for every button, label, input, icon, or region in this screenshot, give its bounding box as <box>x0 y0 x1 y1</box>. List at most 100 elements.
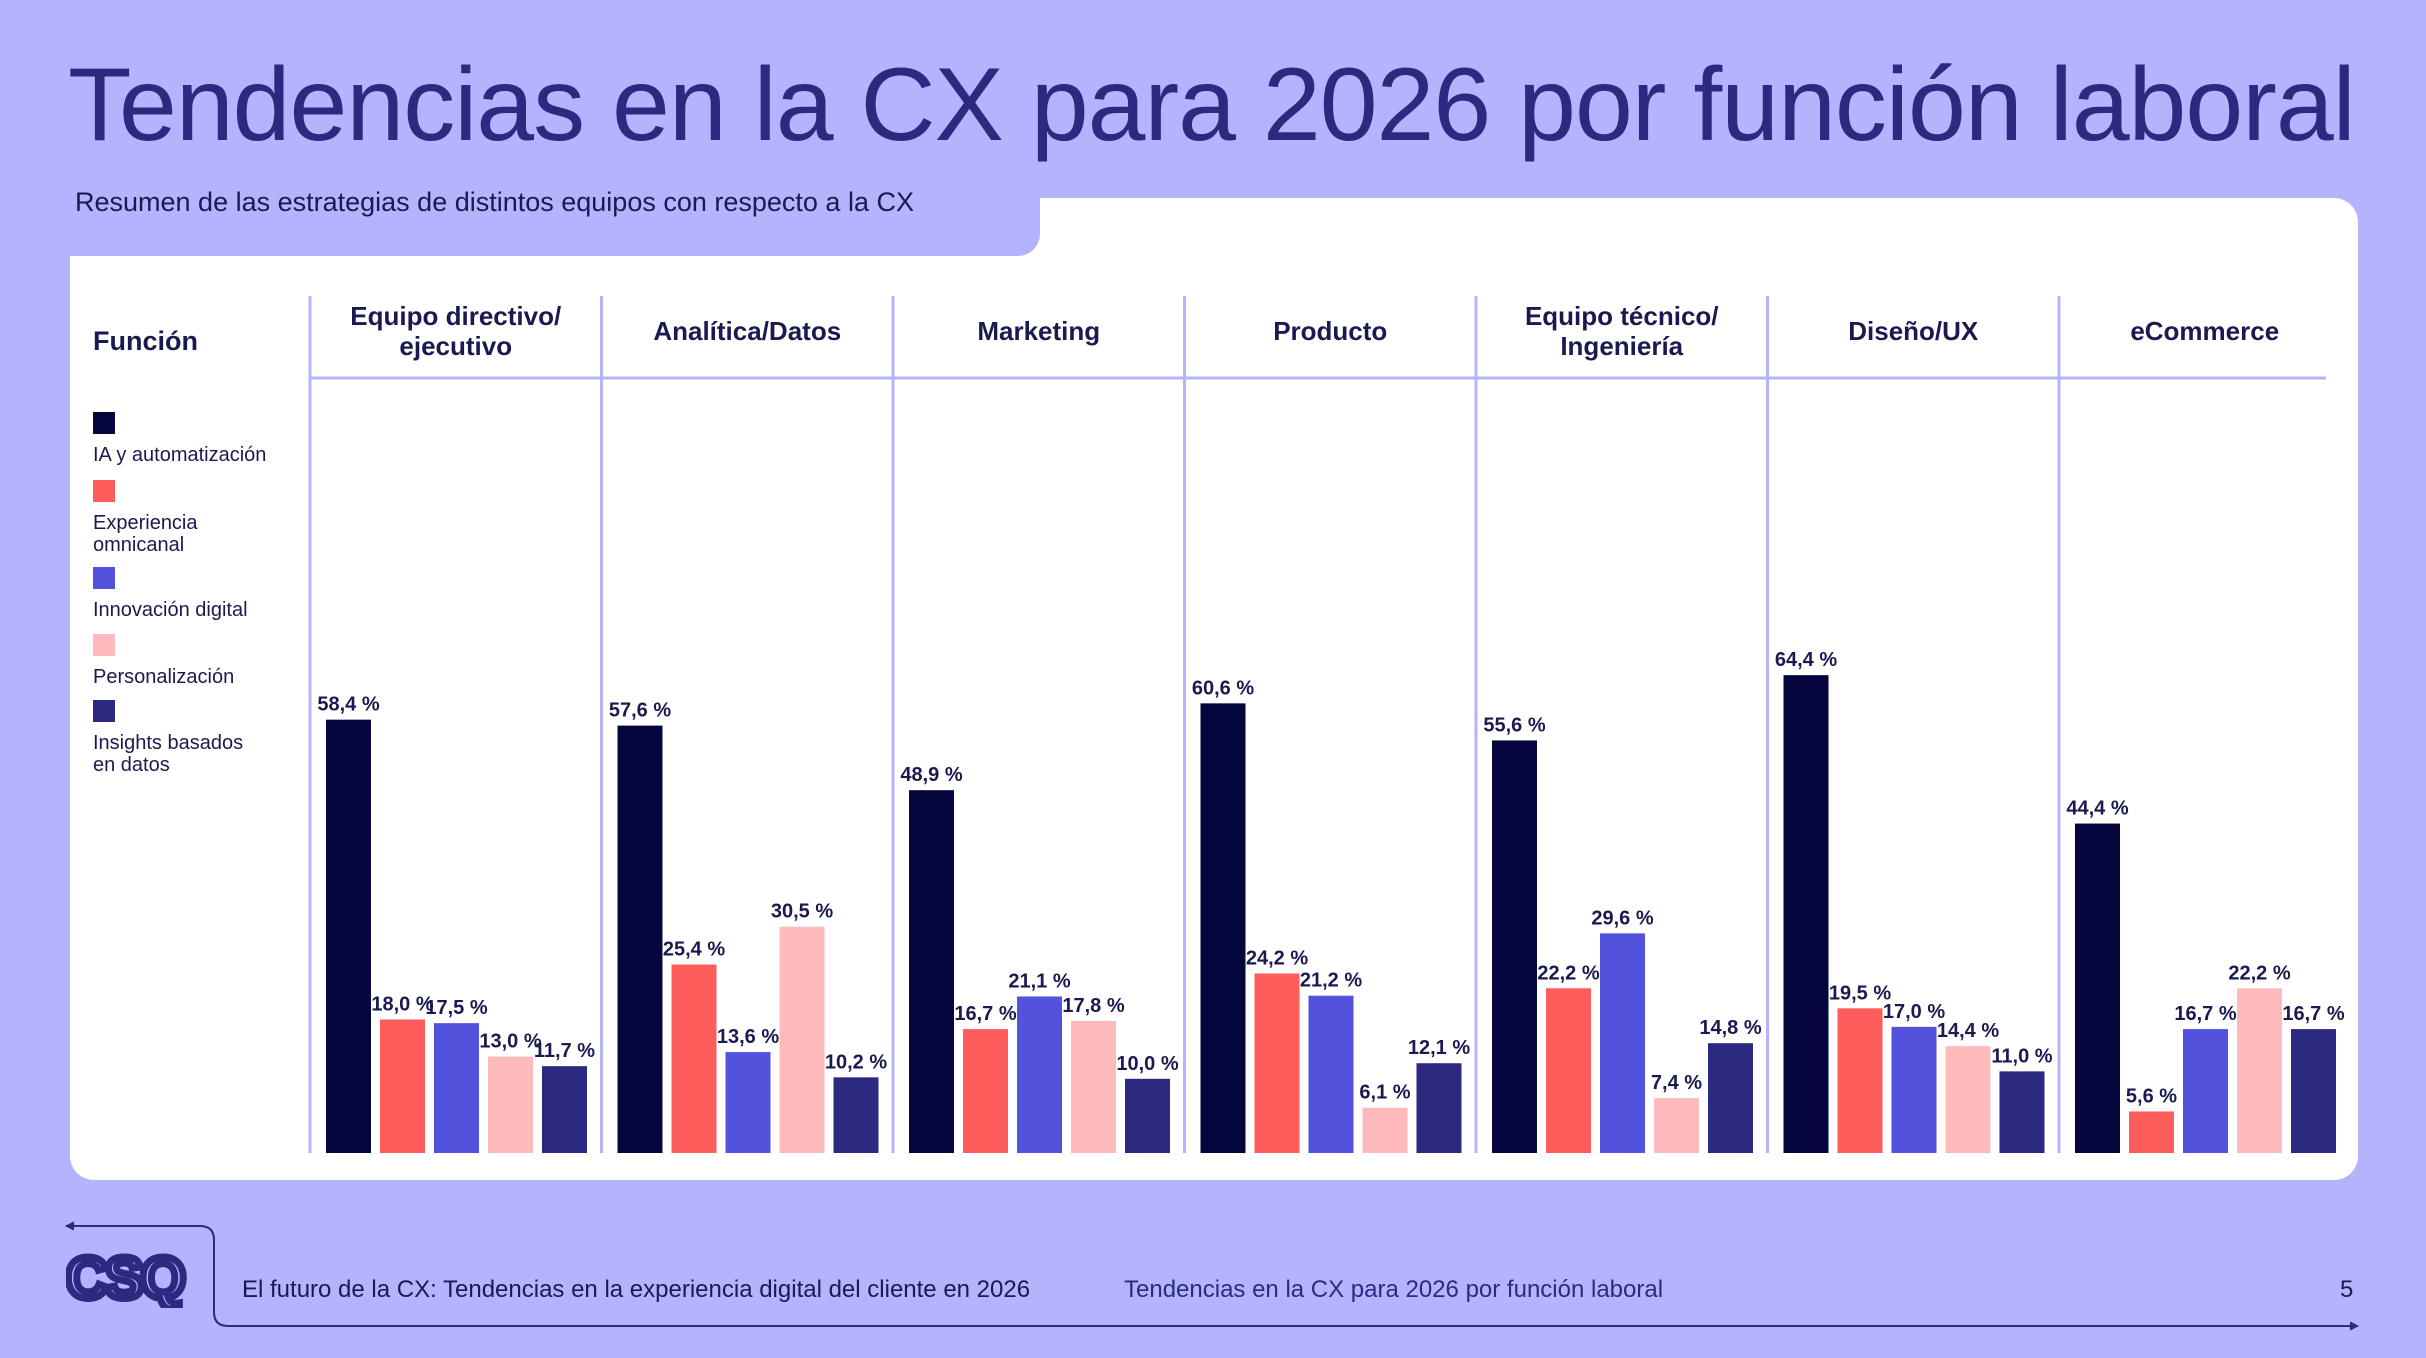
bar-value-label: 17,5 % <box>425 997 487 1019</box>
page-title: Tendencias en la CX para 2026 por funció… <box>68 47 2356 163</box>
bar <box>2129 1111 2174 1153</box>
bar-value-label: 64,4 % <box>1775 649 1837 671</box>
arrow-left-icon <box>64 1221 75 1231</box>
legend-item-personalizacion: Personalización <box>93 634 234 688</box>
legend-swatch <box>93 412 115 434</box>
bar <box>1945 1046 1991 1153</box>
category-label: Marketing <box>977 316 1100 346</box>
legend-swatch <box>93 700 115 722</box>
legend-label: Innovación digital <box>93 599 248 621</box>
category-label: Analítica/Datos <box>653 316 841 346</box>
bar <box>617 725 663 1153</box>
bar <box>1362 1107 1408 1153</box>
bar <box>488 1056 533 1153</box>
legend-swatch <box>93 480 115 502</box>
legend-item-omnicanal: Experiencia omnicanal <box>93 480 198 556</box>
bar <box>1708 1043 1753 1153</box>
bar <box>671 964 717 1153</box>
bar-value-label: 17,8 % <box>1062 995 1124 1017</box>
bar <box>1654 1098 1699 1153</box>
bar <box>2237 988 2282 1153</box>
footer-frame-path <box>66 1225 2356 1327</box>
bar-value-label: 7,4 % <box>1651 1072 1702 1094</box>
bar-value-label: 44,4 % <box>2066 798 2128 820</box>
bar-value-label: 58,4 % <box>317 694 379 716</box>
bar-value-label: 13,6 % <box>717 1026 779 1048</box>
bar-value-label: 19,5 % <box>1829 982 1891 1004</box>
bar <box>2075 823 2120 1153</box>
row-header-funcion: Función <box>93 326 198 356</box>
legend-item-insights: Insights basados en datos <box>93 700 243 776</box>
page-number: 5 <box>2340 1276 2354 1303</box>
bar <box>909 790 954 1153</box>
bar <box>434 1023 479 1153</box>
bar-value-label: 21,2 % <box>1300 970 1362 992</box>
bar <box>1783 675 1829 1153</box>
page-subtitle: Resumen de las estrategias de distintos … <box>75 187 914 217</box>
category-label: Diseño/UX <box>1848 316 1979 346</box>
arrow-right-icon <box>2349 1321 2360 1331</box>
bar-value-label: 22,2 % <box>1537 962 1599 984</box>
bar-value-label: 21,1 % <box>1008 970 1070 992</box>
bar-value-label: 10,2 % <box>825 1051 887 1073</box>
bar-value-label: 5,6 % <box>2126 1085 2177 1107</box>
legend-label: Experiencia omnicanal <box>93 512 198 556</box>
legend-label: Insights basados en datos <box>93 732 244 776</box>
bar-value-label: 18,0 % <box>371 993 433 1015</box>
bar-value-label: 30,5 % <box>771 901 833 923</box>
bar <box>1254 973 1300 1153</box>
bar <box>1416 1063 1462 1153</box>
bar-value-label: 10,0 % <box>1116 1053 1178 1075</box>
bar <box>542 1066 587 1153</box>
bar <box>1999 1071 2045 1153</box>
bar-value-label: 57,6 % <box>609 700 671 722</box>
bar <box>1891 1026 1937 1153</box>
legend-label: Personalización <box>93 666 235 688</box>
bar <box>963 1029 1008 1153</box>
bar <box>380 1019 425 1153</box>
bar <box>1071 1020 1116 1153</box>
legend-swatch <box>93 634 115 656</box>
bar-value-label: 13,0 % <box>479 1031 541 1053</box>
bar-value-label: 25,4 % <box>663 939 725 961</box>
bar <box>1600 933 1645 1153</box>
bar <box>1308 995 1354 1153</box>
bar-value-label: 55,6 % <box>1483 714 1545 736</box>
bar-value-label: 29,6 % <box>1591 907 1653 929</box>
bar-value-label: 11,0 % <box>1991 1045 2052 1067</box>
bar-value-label: 11,7 % <box>534 1040 595 1062</box>
bar <box>1546 988 1591 1153</box>
category-label: Equipo técnico/Ingeniería <box>1525 301 1719 361</box>
bar-value-label: 17,0 % <box>1883 1001 1945 1023</box>
bar-value-label: 16,7 % <box>954 1003 1016 1025</box>
bar <box>1017 996 1062 1153</box>
bar <box>1837 1008 1883 1153</box>
bar-value-label: 22,2 % <box>2228 962 2290 984</box>
bar-value-label: 16,7 % <box>2282 1003 2344 1025</box>
bar-value-label: 60,6 % <box>1192 677 1254 699</box>
bar-value-label: 6,1 % <box>1359 1082 1410 1104</box>
bar <box>779 926 825 1153</box>
csq-logo: CSQ <box>63 1243 191 1315</box>
legend-item-ia: IA y automatización <box>93 412 266 466</box>
bar-value-label: 48,9 % <box>900 764 962 786</box>
footer-publication-title: El futuro de la CX: Tendencias en la exp… <box>242 1276 1031 1303</box>
footer-section-title: Tendencias en la CX para 2026 por funció… <box>1124 1276 1664 1303</box>
logo-text: CSQ <box>66 1248 184 1308</box>
bar-value-label: 14,4 % <box>1937 1020 1999 1042</box>
bar <box>833 1077 879 1153</box>
category-label: eCommerce <box>2130 316 2279 346</box>
legend-swatch <box>93 567 115 589</box>
legend-item-innovacion: Innovación digital <box>93 567 248 621</box>
bar <box>326 719 371 1153</box>
subtitle-tab <box>52 172 1040 256</box>
bar-value-label: 24,2 % <box>1246 947 1308 969</box>
legend-label: IA y automatización <box>93 444 267 466</box>
bar <box>1200 703 1246 1153</box>
bar-value-label: 12,1 % <box>1408 1037 1470 1059</box>
bar-value-label: 16,7 % <box>2174 1003 2236 1025</box>
category-label: Equipo directivo/ejecutivo <box>350 301 561 361</box>
category-label: Producto <box>1273 316 1387 346</box>
